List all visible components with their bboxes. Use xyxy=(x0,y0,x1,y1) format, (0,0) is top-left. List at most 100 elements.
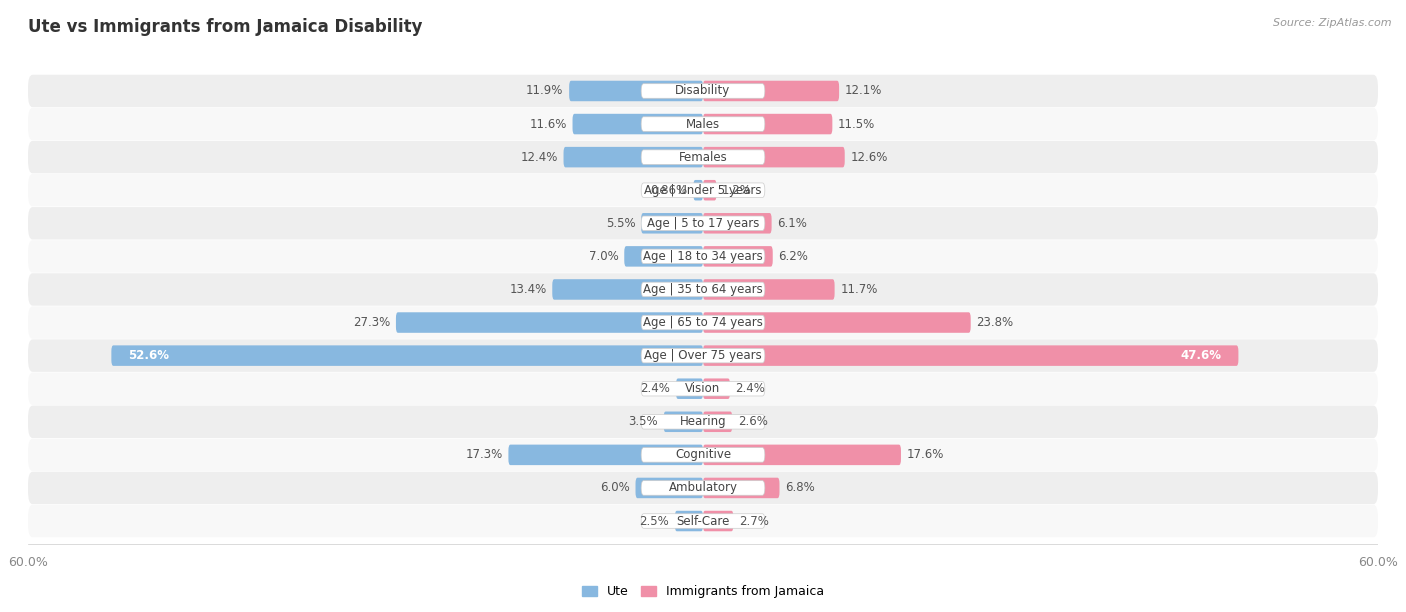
FancyBboxPatch shape xyxy=(641,282,765,297)
Text: 2.4%: 2.4% xyxy=(735,382,765,395)
FancyBboxPatch shape xyxy=(28,340,1378,372)
FancyBboxPatch shape xyxy=(28,75,1378,107)
Text: 12.4%: 12.4% xyxy=(520,151,558,163)
Text: Ute vs Immigrants from Jamaica Disability: Ute vs Immigrants from Jamaica Disabilit… xyxy=(28,18,423,36)
FancyBboxPatch shape xyxy=(703,345,1239,366)
FancyBboxPatch shape xyxy=(28,207,1378,239)
Text: 11.6%: 11.6% xyxy=(530,118,567,130)
FancyBboxPatch shape xyxy=(28,174,1378,206)
FancyBboxPatch shape xyxy=(572,114,703,134)
Text: 17.6%: 17.6% xyxy=(907,449,943,461)
FancyBboxPatch shape xyxy=(703,180,717,201)
FancyBboxPatch shape xyxy=(641,480,765,495)
FancyBboxPatch shape xyxy=(641,117,765,132)
Text: Cognitive: Cognitive xyxy=(675,449,731,461)
Text: 6.8%: 6.8% xyxy=(785,482,815,494)
FancyBboxPatch shape xyxy=(641,513,765,528)
Text: 47.6%: 47.6% xyxy=(1181,349,1222,362)
Legend: Ute, Immigrants from Jamaica: Ute, Immigrants from Jamaica xyxy=(576,580,830,603)
FancyBboxPatch shape xyxy=(28,240,1378,272)
Text: 2.7%: 2.7% xyxy=(740,515,769,528)
Text: Ambulatory: Ambulatory xyxy=(668,482,738,494)
FancyBboxPatch shape xyxy=(703,411,733,432)
FancyBboxPatch shape xyxy=(28,439,1378,471)
Text: 1.2%: 1.2% xyxy=(723,184,752,196)
FancyBboxPatch shape xyxy=(396,312,703,333)
Text: Age | 5 to 17 years: Age | 5 to 17 years xyxy=(647,217,759,230)
FancyBboxPatch shape xyxy=(703,378,730,399)
FancyBboxPatch shape xyxy=(703,213,772,234)
Text: Age | Under 5 years: Age | Under 5 years xyxy=(644,184,762,196)
Text: 11.9%: 11.9% xyxy=(526,84,564,97)
FancyBboxPatch shape xyxy=(111,345,703,366)
FancyBboxPatch shape xyxy=(641,216,765,231)
Text: Disability: Disability xyxy=(675,84,731,97)
FancyBboxPatch shape xyxy=(641,84,765,99)
Text: Source: ZipAtlas.com: Source: ZipAtlas.com xyxy=(1274,18,1392,28)
FancyBboxPatch shape xyxy=(641,183,765,198)
FancyBboxPatch shape xyxy=(641,348,765,363)
FancyBboxPatch shape xyxy=(664,411,703,432)
Text: Age | 65 to 74 years: Age | 65 to 74 years xyxy=(643,316,763,329)
Text: Age | 18 to 34 years: Age | 18 to 34 years xyxy=(643,250,763,263)
Text: 7.0%: 7.0% xyxy=(589,250,619,263)
Text: Males: Males xyxy=(686,118,720,130)
Text: 5.5%: 5.5% xyxy=(606,217,636,230)
FancyBboxPatch shape xyxy=(509,444,703,465)
Text: 17.3%: 17.3% xyxy=(465,449,503,461)
Text: 11.7%: 11.7% xyxy=(841,283,877,296)
FancyBboxPatch shape xyxy=(28,141,1378,173)
FancyBboxPatch shape xyxy=(564,147,703,168)
FancyBboxPatch shape xyxy=(676,378,703,399)
FancyBboxPatch shape xyxy=(569,81,703,101)
Text: 12.6%: 12.6% xyxy=(851,151,887,163)
FancyBboxPatch shape xyxy=(703,81,839,101)
Text: 6.2%: 6.2% xyxy=(779,250,808,263)
FancyBboxPatch shape xyxy=(28,307,1378,339)
Text: Age | 35 to 64 years: Age | 35 to 64 years xyxy=(643,283,763,296)
Text: 6.1%: 6.1% xyxy=(778,217,807,230)
FancyBboxPatch shape xyxy=(703,246,773,267)
FancyBboxPatch shape xyxy=(28,406,1378,438)
FancyBboxPatch shape xyxy=(703,114,832,134)
Text: 6.0%: 6.0% xyxy=(600,482,630,494)
Text: Self-Care: Self-Care xyxy=(676,515,730,528)
Text: 11.5%: 11.5% xyxy=(838,118,875,130)
Text: 0.86%: 0.86% xyxy=(651,184,688,196)
FancyBboxPatch shape xyxy=(641,150,765,165)
Text: 3.5%: 3.5% xyxy=(628,416,658,428)
FancyBboxPatch shape xyxy=(703,444,901,465)
Text: 2.4%: 2.4% xyxy=(641,382,671,395)
Text: 23.8%: 23.8% xyxy=(976,316,1014,329)
FancyBboxPatch shape xyxy=(693,180,703,201)
Text: 2.6%: 2.6% xyxy=(738,416,768,428)
FancyBboxPatch shape xyxy=(703,147,845,168)
FancyBboxPatch shape xyxy=(675,511,703,531)
FancyBboxPatch shape xyxy=(641,381,765,396)
Text: 27.3%: 27.3% xyxy=(353,316,391,329)
Text: 13.4%: 13.4% xyxy=(509,283,547,296)
Text: Females: Females xyxy=(679,151,727,163)
Text: 2.5%: 2.5% xyxy=(640,515,669,528)
FancyBboxPatch shape xyxy=(703,312,970,333)
Text: 52.6%: 52.6% xyxy=(128,349,169,362)
FancyBboxPatch shape xyxy=(28,108,1378,140)
FancyBboxPatch shape xyxy=(641,315,765,330)
FancyBboxPatch shape xyxy=(703,279,835,300)
FancyBboxPatch shape xyxy=(28,273,1378,305)
FancyBboxPatch shape xyxy=(641,213,703,234)
Text: Hearing: Hearing xyxy=(679,416,727,428)
FancyBboxPatch shape xyxy=(28,373,1378,405)
FancyBboxPatch shape xyxy=(703,478,779,498)
FancyBboxPatch shape xyxy=(28,505,1378,537)
FancyBboxPatch shape xyxy=(641,249,765,264)
FancyBboxPatch shape xyxy=(624,246,703,267)
Text: 12.1%: 12.1% xyxy=(845,84,882,97)
FancyBboxPatch shape xyxy=(641,447,765,462)
FancyBboxPatch shape xyxy=(28,472,1378,504)
Text: Age | Over 75 years: Age | Over 75 years xyxy=(644,349,762,362)
FancyBboxPatch shape xyxy=(641,414,765,429)
Text: Vision: Vision xyxy=(685,382,721,395)
FancyBboxPatch shape xyxy=(553,279,703,300)
FancyBboxPatch shape xyxy=(703,511,734,531)
